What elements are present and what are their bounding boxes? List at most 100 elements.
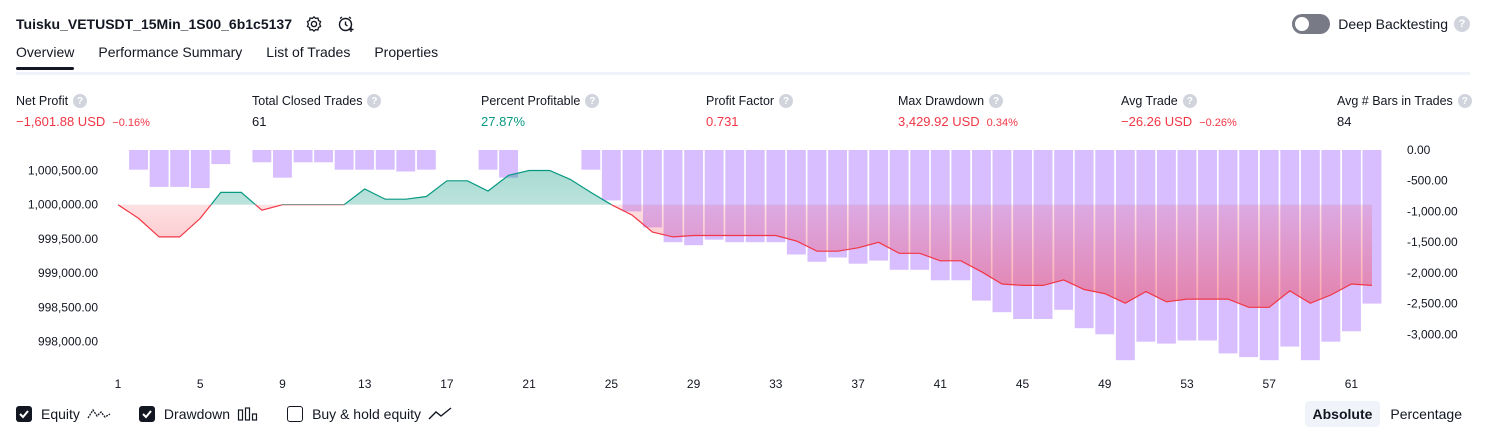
x-axis-tick: 25 <box>605 377 619 391</box>
drawdown-checkbox[interactable]: Drawdown <box>138 406 259 422</box>
checkbox-checked[interactable] <box>138 406 155 422</box>
help-icon[interactable]: ? <box>989 94 1004 108</box>
metric-net-profit: Net Profit? −1,601.88 USD −0.16% <box>16 94 150 129</box>
strategy-title: Tuisku_VETUSDT_15Min_1S00_6b1c5137 <box>16 16 292 32</box>
help-icon[interactable]: ? <box>1182 94 1197 108</box>
left-axis-tick: 999,000.00 <box>38 266 98 280</box>
left-axis-tick: 1,000,500.00 <box>28 164 98 178</box>
alert-clock-icon[interactable] <box>336 14 356 34</box>
drawdown-bar <box>334 150 354 170</box>
x-axis-tick: 53 <box>1180 377 1194 391</box>
drawdown-bar <box>149 150 169 187</box>
metric-label: Max Drawdown <box>898 94 985 108</box>
drawdown-bar <box>170 150 190 187</box>
help-icon[interactable]: ? <box>1457 94 1472 108</box>
metric-percent-profitable: Percent Profitable? 27.87% <box>481 94 600 129</box>
equity-drawdown-chart[interactable]: 1,000,500.00 1,000,000.00 999,500.00 999,00… <box>0 140 1486 395</box>
x-axis-tick: 17 <box>440 377 454 391</box>
metric-value: 84 <box>1337 114 1352 129</box>
deep-backtesting-label: Deep Backtesting <box>1338 16 1448 32</box>
metric-avg-trade: Avg Trade? −26.26 USD −0.26% <box>1121 94 1237 129</box>
x-axis-tick: 21 <box>522 377 536 391</box>
right-axis-tick: -3,000.00 <box>1407 327 1458 341</box>
value-mode-switch: Absolute Percentage <box>1303 401 1471 427</box>
drawdown-bar <box>293 150 313 163</box>
drawdown-bar <box>581 150 601 170</box>
checkbox-checked[interactable] <box>16 406 32 422</box>
metric-total-closed-trades: Total Closed Trades? 61 <box>252 94 382 129</box>
tab-divider <box>16 72 1470 75</box>
right-axis-tick: -2,500.00 <box>1407 297 1458 311</box>
metric-percent: −0.26% <box>1199 117 1237 129</box>
metric-percent: −0.16% <box>112 117 150 129</box>
tab-overview[interactable]: Overview <box>16 44 75 70</box>
help-icon[interactable]: ? <box>367 94 382 108</box>
settings-gear-icon[interactable] <box>304 14 324 34</box>
drawdown-bar <box>211 150 231 165</box>
drawdown-bar <box>416 150 436 170</box>
drawdown-bar <box>314 150 333 163</box>
x-axis-tick: 9 <box>279 377 286 391</box>
metric-value: 27.87% <box>481 114 526 129</box>
absolute-button[interactable]: Absolute <box>1304 401 1381 427</box>
drawdown-bar <box>355 150 375 170</box>
right-axis-tick: -2,000.00 <box>1407 266 1458 280</box>
metric-profit-factor: Profit Factor? 0.731 <box>706 94 794 129</box>
metric-label: Avg Trade <box>1121 94 1178 108</box>
metric-max-drawdown: Max Drawdown? 3,429.92 USD 0.34% <box>898 94 1018 129</box>
tab-bar: Overview Performance Summary List of Tra… <box>16 44 462 70</box>
equity-checkbox[interactable]: Equity <box>16 406 111 422</box>
x-axis-tick: 57 <box>1263 377 1277 391</box>
drawdown-bar <box>396 150 416 172</box>
drawdown-bar <box>499 150 518 178</box>
right-axis-tick: -500.00 <box>1407 174 1448 188</box>
equity-label: Equity <box>41 406 80 422</box>
metric-label: Percent Profitable <box>481 94 581 108</box>
metric-label: Avg # Bars in Trades <box>1337 94 1453 108</box>
drawdown-bars-icon <box>237 407 259 421</box>
x-axis-tick: 29 <box>687 377 701 391</box>
equity-area-down <box>118 204 1372 308</box>
buy-hold-checkbox[interactable]: Buy & hold equity <box>287 406 452 422</box>
left-axis-tick: 998,000.00 <box>38 335 98 349</box>
chart-legend: Equity Drawdown Buy & hold equity Absolu… <box>16 401 1471 427</box>
drawdown-bar <box>129 150 148 170</box>
metric-label: Net Profit <box>16 94 69 108</box>
metric-avg-bars-in-trades: Avg # Bars in Trades? 84 <box>1337 94 1472 129</box>
drawdown-bar <box>273 150 292 178</box>
tab-performance-summary[interactable]: Performance Summary <box>98 44 243 60</box>
help-icon[interactable]: ? <box>585 94 600 108</box>
equity-line-icon <box>87 407 111 421</box>
buy-hold-label: Buy & hold equity <box>312 406 422 422</box>
metric-value: 61 <box>252 114 267 129</box>
x-axis-tick: 37 <box>851 377 865 391</box>
help-icon[interactable]: ? <box>1454 16 1470 32</box>
drawdown-bar <box>190 150 210 189</box>
help-icon[interactable]: ? <box>779 94 794 108</box>
left-axis-tick: 1,000,000.00 <box>28 198 98 212</box>
x-axis-tick: 33 <box>769 377 783 391</box>
x-axis-tick: 41 <box>934 377 948 391</box>
tab-list-of-trades[interactable]: List of Trades <box>266 44 351 60</box>
help-icon[interactable]: ? <box>73 94 88 108</box>
tab-properties[interactable]: Properties <box>374 44 439 60</box>
x-axis-tick: 5 <box>197 377 204 391</box>
percentage-button[interactable]: Percentage <box>1390 406 1462 422</box>
drawdown-bar <box>478 150 498 170</box>
right-axis-tick: 0.00 <box>1407 143 1431 157</box>
metric-percent: 0.34% <box>986 117 1018 129</box>
deep-backtesting-toggle[interactable] <box>1292 14 1331 34</box>
metric-value: −1,601.88 USD <box>16 114 106 129</box>
metric-label: Total Closed Trades <box>252 94 363 108</box>
x-axis-tick: 49 <box>1098 377 1112 391</box>
drawdown-bar <box>601 150 621 201</box>
x-axis-tick: 13 <box>358 377 372 391</box>
right-axis-tick: -1,500.00 <box>1407 235 1458 249</box>
checkbox-unchecked[interactable] <box>287 406 304 422</box>
drawdown-bar <box>252 150 272 163</box>
right-axis-tick: -1,000.00 <box>1407 204 1458 218</box>
x-axis-tick: 61 <box>1345 377 1359 391</box>
left-axis-tick: 998,500.00 <box>38 300 98 314</box>
metric-value: 3,429.92 USD <box>898 114 980 129</box>
x-axis-tick: 45 <box>1016 377 1030 391</box>
